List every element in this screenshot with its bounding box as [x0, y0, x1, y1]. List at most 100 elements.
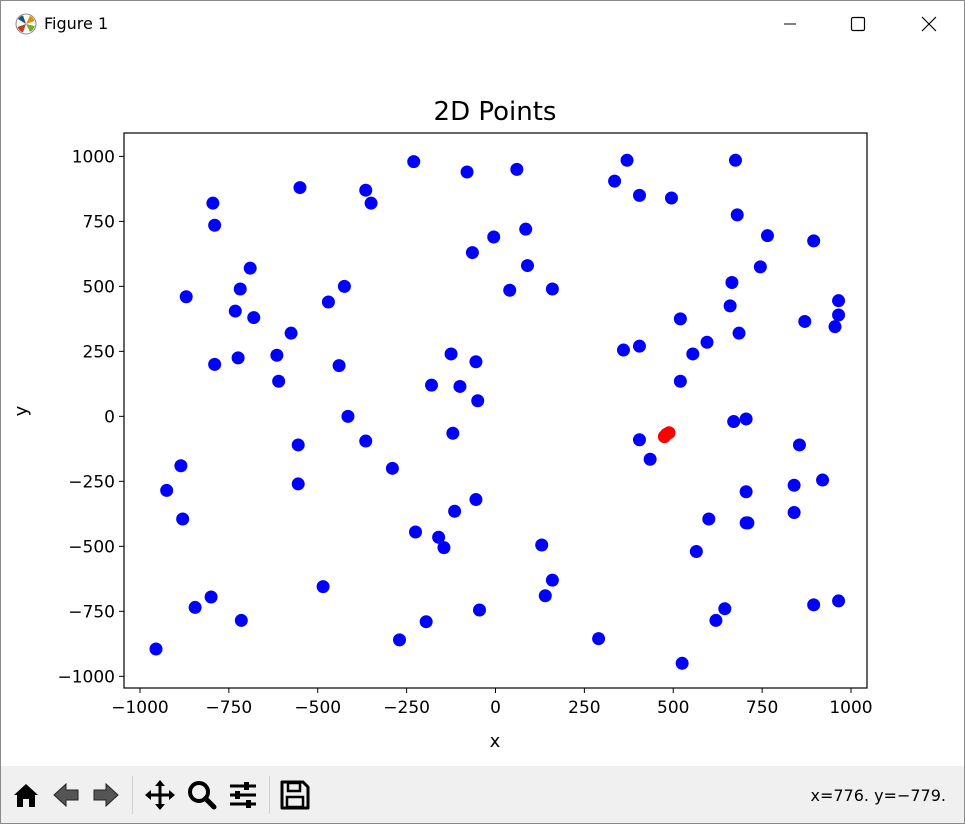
data-point-blue: [798, 314, 812, 328]
data-point-blue: [208, 357, 222, 371]
y-tick-label: 500: [83, 277, 115, 297]
data-point-blue: [446, 426, 460, 440]
data-point-blue: [471, 394, 485, 408]
x-tick-label: −1000: [111, 698, 169, 718]
data-point-blue: [723, 299, 737, 313]
data-point-blue: [689, 545, 703, 559]
data-point-blue: [545, 573, 559, 587]
data-point-blue: [739, 516, 753, 530]
close-button[interactable]: [894, 1, 964, 47]
data-point-blue: [538, 589, 552, 603]
close-icon: [921, 16, 937, 32]
configure-subplots-icon: [230, 782, 256, 808]
x-tick-label: 250: [568, 698, 600, 718]
y-tick-label: −250: [68, 472, 115, 492]
toolbar-separator: [269, 776, 270, 814]
data-point-blue: [448, 504, 462, 518]
navigation-toolbar: x=776. y=−779.: [1, 766, 964, 823]
window-title: Figure 1: [44, 14, 109, 33]
data-point-blue: [272, 374, 286, 388]
data-point-blue: [208, 218, 222, 232]
y-tick-label: 1000: [72, 147, 115, 167]
data-point-blue: [620, 153, 634, 167]
data-point-blue: [592, 632, 606, 646]
data-point-blue: [160, 483, 174, 497]
y-tick-label: −1000: [57, 667, 115, 687]
data-point-blue: [725, 275, 739, 289]
data-point-blue: [465, 246, 479, 260]
save-button[interactable]: [278, 778, 312, 812]
y-tick-label: −500: [68, 537, 115, 557]
data-point-blue: [545, 282, 559, 296]
configure-subplots-button[interactable]: [226, 778, 260, 812]
data-point-blue: [510, 162, 524, 176]
y-tick-label: 250: [83, 342, 115, 362]
pan-move-icon: [145, 780, 175, 810]
data-point-blue: [709, 613, 723, 627]
data-point-blue: [686, 347, 700, 361]
data-point-blue: [321, 295, 335, 309]
x-axis-label: x: [490, 731, 501, 752]
data-point-blue: [718, 602, 732, 616]
home-button[interactable]: [9, 778, 43, 812]
data-point-blue: [409, 525, 423, 539]
data-point-blue: [473, 603, 487, 617]
data-point-blue: [316, 580, 330, 594]
maximize-button[interactable]: [823, 1, 893, 47]
data-point-blue: [616, 343, 630, 357]
data-point-blue: [332, 359, 346, 373]
data-point-blue: [179, 290, 193, 304]
data-point-blue: [176, 512, 190, 526]
data-point-blue: [503, 283, 517, 297]
data-point-blue: [432, 530, 446, 544]
forward-button[interactable]: [89, 778, 123, 812]
data-point-blue: [188, 600, 202, 614]
y-tick-label: −750: [68, 602, 115, 622]
data-point-blue: [832, 594, 846, 608]
data-point-blue: [359, 183, 373, 197]
minimize-button[interactable]: [755, 1, 825, 47]
data-point-blue: [234, 613, 248, 627]
data-point-blue: [293, 181, 307, 195]
data-point-blue: [228, 304, 242, 318]
data-point-blue: [425, 378, 439, 392]
data-point-blue: [608, 174, 622, 188]
x-tick-label: 0: [490, 698, 501, 718]
data-point-blue: [727, 415, 741, 429]
data-point-blue: [535, 538, 549, 552]
data-point-blue: [437, 541, 451, 555]
zoom-button[interactable]: [185, 778, 219, 812]
back-button[interactable]: [49, 778, 83, 812]
data-point-blue: [364, 196, 378, 210]
y-axis-label: y: [11, 405, 32, 416]
data-point-blue: [487, 230, 501, 244]
data-point-blue: [807, 234, 821, 248]
data-point-blue: [206, 196, 220, 210]
data-point-blue: [760, 229, 774, 243]
data-point-blue: [730, 208, 744, 222]
data-point-blue: [673, 312, 687, 326]
maximize-icon: [850, 16, 866, 32]
data-point-blue: [832, 308, 846, 322]
title-bar: Figure 1: [1, 1, 964, 47]
data-point-blue: [816, 473, 830, 487]
data-point-blue: [728, 153, 742, 167]
data-point-blue: [174, 459, 188, 473]
pan-button[interactable]: [143, 778, 177, 812]
data-point-blue: [291, 438, 305, 452]
toolbar-separator: [132, 776, 133, 814]
minimize-icon: [784, 23, 796, 25]
data-point-blue: [807, 598, 821, 612]
scatter-chart: 2D Points −1000 −750 −500 −250 0 250 500 750 100…: [11, 97, 873, 752]
data-point-blue: [700, 335, 714, 349]
y-tick-label: 0: [104, 407, 115, 427]
data-point-blue: [787, 478, 801, 492]
data-point-blue: [787, 506, 801, 520]
data-point-blue: [270, 348, 284, 362]
figure-canvas[interactable]: 2D Points −1000 −750 −500 −250 0 250 500 750 100…: [1, 47, 964, 766]
data-point-blue: [385, 461, 399, 475]
y-tick-label: 750: [83, 212, 115, 232]
data-point-blue: [453, 379, 467, 393]
data-point-blue: [632, 433, 646, 447]
data-point-blue: [231, 351, 245, 365]
